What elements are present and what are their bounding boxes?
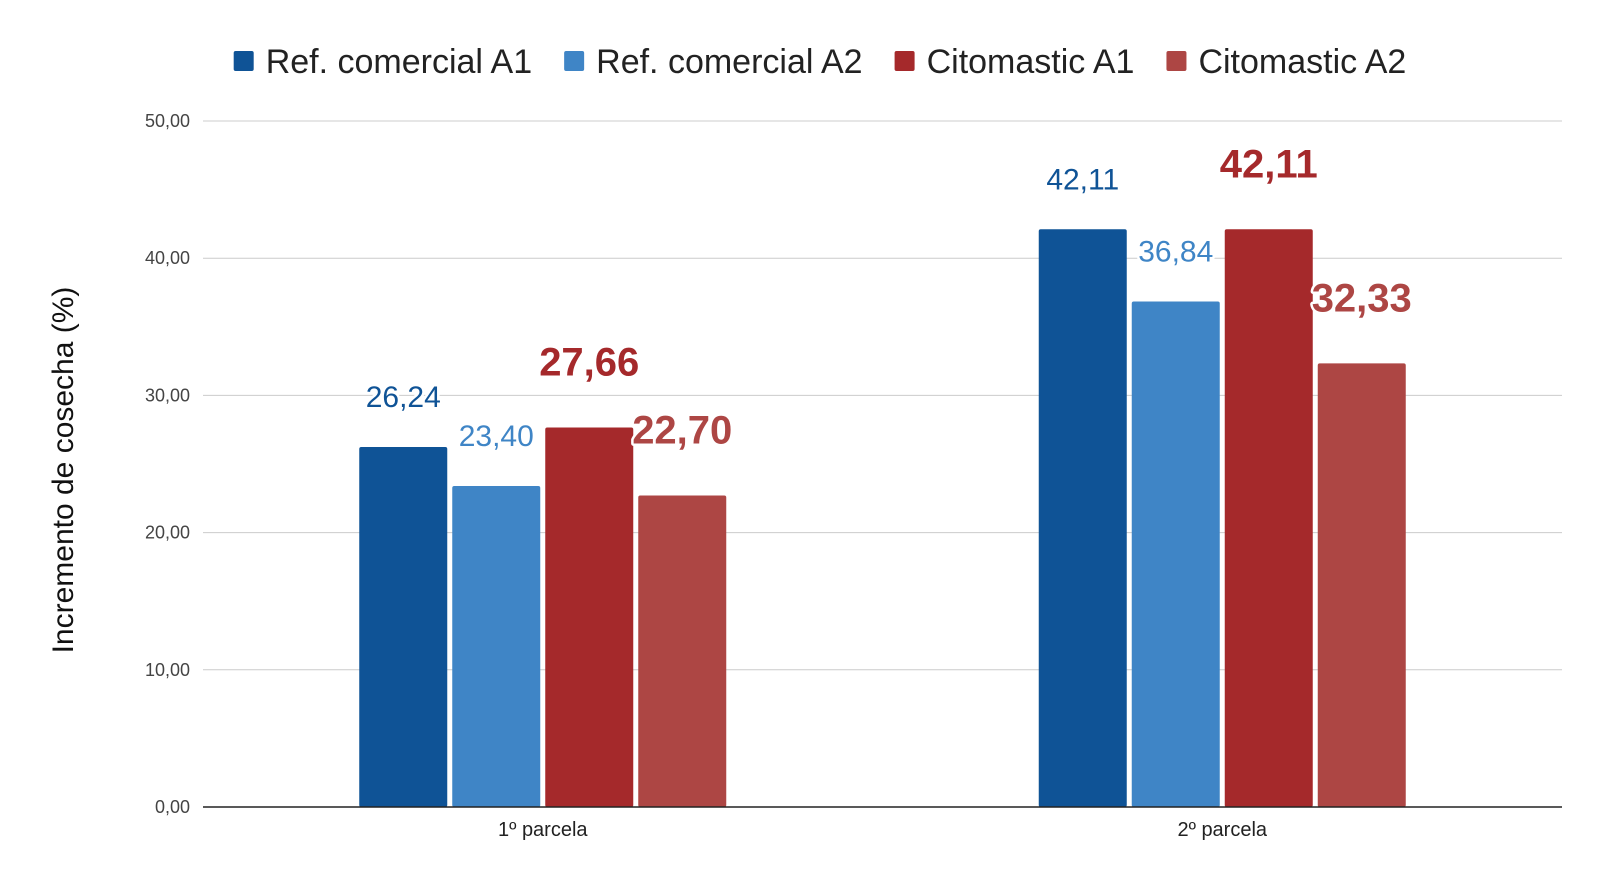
y-axis-ticks: 0,00 10,00 20,00 30,00 40,00 50,00 bbox=[145, 111, 190, 817]
bar-data-label: 27,66 bbox=[539, 341, 639, 385]
legend-item: Citomastic A1 bbox=[894, 43, 1135, 81]
bars bbox=[359, 229, 1406, 807]
x-tick-label: 2º parcela bbox=[1177, 819, 1267, 841]
bar-data-label: 42,11 bbox=[1220, 142, 1318, 186]
legend-item: Ref. comercial A2 bbox=[564, 43, 863, 81]
bar-data-label: 22,70 bbox=[632, 409, 732, 453]
legend-label: Ref. comercial A2 bbox=[596, 43, 862, 81]
bar-data-label: 26,24 bbox=[366, 381, 441, 414]
bar[interactable] bbox=[452, 485, 541, 807]
bar[interactable] bbox=[1131, 301, 1220, 807]
legend-swatch bbox=[894, 51, 915, 71]
x-tick-label: 1º parcela bbox=[498, 819, 588, 841]
y-tick-label: 30,00 bbox=[145, 385, 190, 405]
y-tick-label: 0,00 bbox=[155, 797, 190, 817]
legend: Ref. comercial A1 Ref. comercial A2 Citoma… bbox=[233, 43, 1406, 81]
y-tick-label: 10,00 bbox=[145, 660, 190, 680]
bar[interactable] bbox=[638, 495, 727, 807]
y-tick-label: 40,00 bbox=[145, 248, 190, 268]
bar[interactable] bbox=[1224, 229, 1313, 807]
legend-label: Citomastic A2 bbox=[1198, 43, 1406, 81]
bar[interactable] bbox=[1038, 229, 1127, 807]
bar-data-label: 42,11 bbox=[1046, 163, 1119, 196]
bar-data-label: 32,33 bbox=[1312, 276, 1412, 320]
bar-data-labels: 26,24 23,40 27,66 22,70 42,11 36,84 42,11 32,33 bbox=[363, 140, 1414, 456]
bar-data-label: 23,40 bbox=[459, 420, 534, 453]
legend-label: Ref. comercial A1 bbox=[266, 43, 532, 81]
y-tick-label: 20,00 bbox=[145, 523, 190, 543]
legend-item: Citomastic A2 bbox=[1166, 43, 1406, 81]
legend-swatch bbox=[1166, 51, 1187, 71]
bar[interactable] bbox=[545, 427, 634, 807]
y-axis-label: Incremento de cosecha (%) bbox=[47, 287, 80, 654]
y-tick-label: 50,00 bbox=[145, 111, 190, 131]
x-axis-ticks: 1º parcela 2º parcela bbox=[498, 819, 1268, 841]
legend-item: Ref. comercial A1 bbox=[233, 43, 532, 81]
legend-label: Citomastic A1 bbox=[927, 43, 1135, 81]
legend-swatch bbox=[564, 51, 585, 71]
bar-data-label: 36,84 bbox=[1138, 236, 1213, 269]
legend-swatch bbox=[233, 51, 254, 71]
bar[interactable] bbox=[359, 446, 448, 807]
bar[interactable] bbox=[1317, 363, 1406, 807]
